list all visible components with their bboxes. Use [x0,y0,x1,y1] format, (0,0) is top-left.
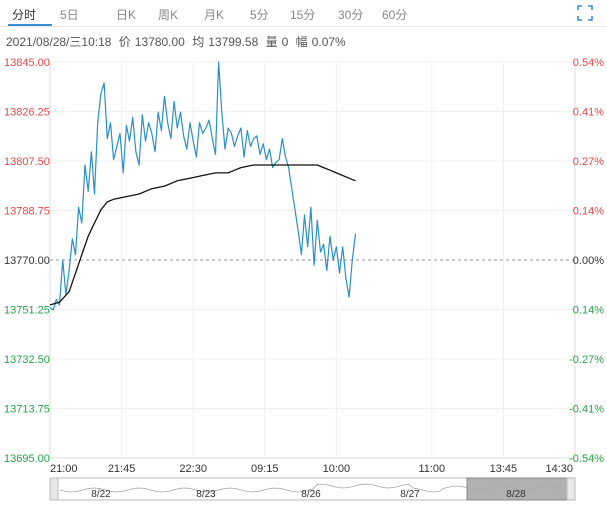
y-tick-left: 13713.75 [4,404,50,416]
y-tick-left: 13695.00 [4,453,50,465]
x-tick: 21:45 [108,463,136,475]
info-change: 0.07% [311,35,346,49]
y-tick-left: 13751.25 [4,305,50,317]
x-tick: 13:45 [490,463,518,475]
info-datetime: 2021/08/28/三10:18 [6,35,112,49]
y-tick-right: 0.00% [573,255,604,267]
navigator-mini-line [59,483,566,493]
y-tick-left: 13770.00 [4,255,50,267]
navigator-label: 8/23 [196,489,216,500]
y-tick-left: 13788.75 [4,206,50,218]
y-tick-right: -0.54% [569,453,604,465]
y-tick-left: 13807.50 [4,156,50,168]
y-tick-right: 0.14% [573,206,604,218]
info-price: 13780.00 [134,35,185,49]
y-tick-right: 0.54% [573,57,604,69]
navigator-handle-right [566,477,576,501]
tab-2[interactable]: 日K [116,8,137,22]
x-tick: 10:00 [323,463,351,475]
y-tick-right: 0.41% [573,107,604,119]
navigator-label: 8/28 [506,489,526,500]
x-tick: 22:30 [179,463,207,475]
y-tick-right: -0.27% [569,354,604,366]
y-tick-left: 13732.50 [4,354,50,366]
info-vol-label: 量 [265,35,278,49]
y-tick-right: 0.14% [573,305,604,317]
tab-3[interactable]: 周K [158,8,179,22]
tab-0[interactable]: 分时 [12,8,37,22]
info-avg: 13799.58 [208,35,259,49]
info-price-label: 价 [118,35,131,49]
average-line [49,164,356,306]
navigator-label: 8/22 [91,489,111,500]
x-tick: 09:15 [251,463,279,475]
info-vol: 0 [281,35,289,49]
y-tick-right: -0.41% [569,404,604,416]
navigator-handle-left [49,477,59,501]
tab-7[interactable]: 30分 [338,8,364,22]
fullscreen-icon[interactable] [577,5,593,21]
navigator-label: 8/27 [400,489,420,500]
y-tick-left: 13826.25 [4,107,50,119]
y-tick-right: 0.27% [573,156,604,168]
navigator-label: 8/26 [301,489,321,500]
tab-4[interactable]: 月K [204,8,225,22]
info-avg-label: 均 [192,35,205,49]
active-tab-underline [8,24,52,26]
chart-tabs: 分时 5日 日K 周K 月K 5分 15分 30分 60分 [0,0,607,27]
x-tick: 11:00 [418,463,445,475]
y-tick-left: 13845.00 [4,57,50,69]
price-line [49,61,357,311]
tab-6[interactable]: 15分 [290,8,316,22]
tab-8[interactable]: 60分 [382,8,408,22]
x-tick: 21:00 [50,463,78,475]
tab-5[interactable]: 5分 [250,8,269,22]
info-change-label: 幅 [295,35,308,49]
tab-1[interactable]: 5日 [60,8,79,22]
x-tick: 14:30 [545,463,573,475]
